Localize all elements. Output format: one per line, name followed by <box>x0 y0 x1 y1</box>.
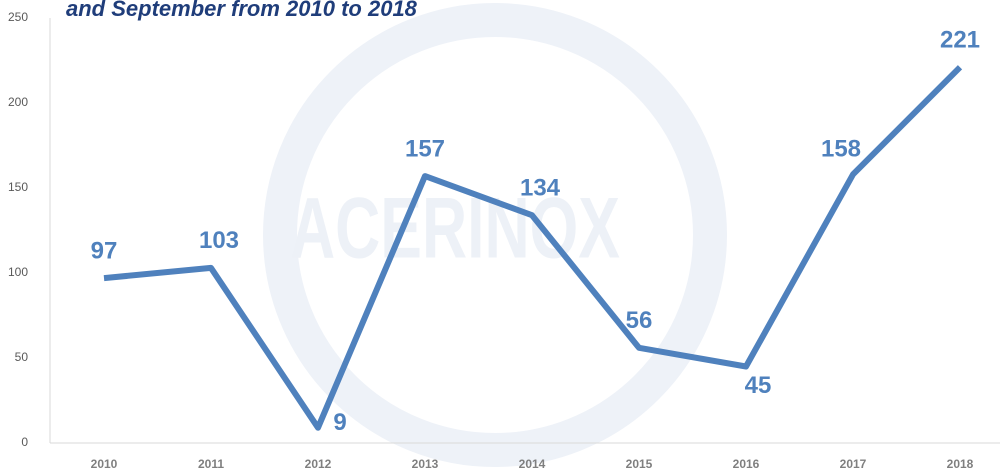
data-label: 157 <box>405 135 445 162</box>
data-label: 56 <box>626 307 653 334</box>
data-label: 221 <box>940 27 980 54</box>
y-tick-label: 0 <box>21 435 28 449</box>
data-line <box>103 65 963 431</box>
data-label: 45 <box>745 372 772 399</box>
x-tick-label: 2010 <box>91 457 118 471</box>
data-label: 9 <box>333 409 346 436</box>
x-tick-label: 2014 <box>519 457 546 471</box>
y-tick-label: 200 <box>8 95 28 109</box>
x-tick-label: 2018 <box>947 457 974 471</box>
x-tick-label: 2017 <box>840 457 867 471</box>
x-tick-label: 2015 <box>626 457 653 471</box>
data-label: 97 <box>91 237 118 264</box>
x-tick-label: 2012 <box>305 457 332 471</box>
data-label: 103 <box>199 227 239 254</box>
data-label: 134 <box>520 175 561 202</box>
y-tick-label: 50 <box>15 350 29 364</box>
x-tick-label: 2011 <box>198 457 224 471</box>
y-tick-label: 100 <box>8 265 28 279</box>
x-tick-label: 2016 <box>733 457 760 471</box>
y-tick-label: 150 <box>8 180 28 194</box>
y-tick-label: 250 <box>8 10 28 24</box>
watermark-ring <box>263 3 727 467</box>
chart-title: and September from 2010 to 2018 <box>66 0 418 21</box>
data-label: 158 <box>821 136 861 163</box>
x-tick-label: 2013 <box>412 457 439 471</box>
